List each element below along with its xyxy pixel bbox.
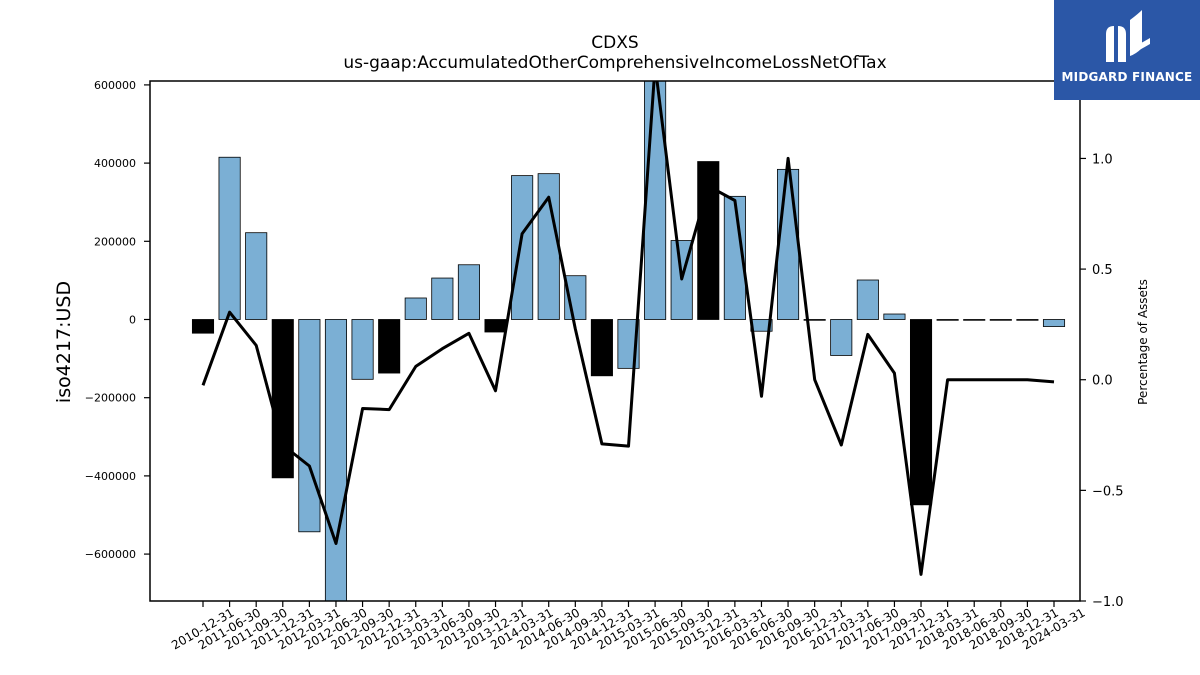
y-axis-label: iso4217:USD — [53, 281, 75, 403]
percentage-of-assets-line — [201, 81, 1055, 576]
bar-2017-12-31 — [909, 319, 933, 506]
bar-2012-12-31 — [378, 319, 401, 374]
y-tick-label: −400000 — [85, 470, 136, 483]
bar-2013-06-30 — [431, 277, 454, 320]
ratio-line-group — [201, 81, 1055, 576]
bar-2016-12-31 — [803, 319, 826, 321]
bar-2016-03-31 — [723, 195, 746, 320]
logo-text: MIDGARD FINANCE — [1061, 70, 1193, 84]
bar-2016-09-30 — [777, 168, 800, 320]
y2-tick-label: 0.5 — [1092, 263, 1113, 278]
y-tick-label: 200000 — [94, 235, 136, 248]
bar-2013-12-31 — [484, 319, 507, 333]
bar-2014-03-31 — [511, 175, 534, 320]
y-tick-label: 0 — [129, 313, 136, 326]
bar-2024-03-31 — [1042, 319, 1066, 327]
bar-2014-12-31 — [590, 319, 613, 377]
bar-2012-06-30 — [324, 319, 348, 601]
y2-tick-label: 1.0 — [1092, 152, 1113, 167]
y2-tick-label: −1.0 — [1092, 595, 1124, 610]
y2-axis-label: Percentage of Assets — [1136, 279, 1150, 405]
midgard-logo-icon — [1106, 10, 1150, 62]
bar-2017-09-30 — [883, 313, 906, 320]
bar-2017-06-30 — [856, 279, 879, 320]
bar-2012-09-30 — [351, 319, 374, 380]
bar-group — [191, 81, 1066, 601]
bar-2014-06-30 — [537, 173, 560, 320]
chart-subtitle: us-gaap:AccumulatedOtherComprehensiveInc… — [343, 53, 886, 73]
y2-tick-label: −0.5 — [1092, 484, 1124, 499]
y2-tick-label: 0.0 — [1092, 374, 1113, 389]
bar-2018-12-31 — [1016, 319, 1039, 321]
y-tick-label: −600000 — [85, 548, 136, 561]
bar-2017-03-31 — [830, 319, 853, 356]
bar-2010-12-31 — [191, 319, 215, 334]
bar-2013-03-31 — [404, 297, 427, 320]
axes-group: −600000 −400000 −200000 0 200000 400000 600000… — [85, 79, 1124, 653]
bar-2011-06-30 — [218, 156, 241, 320]
bar-2011-09-30 — [245, 232, 268, 320]
y-tick-label: 600000 — [94, 79, 136, 92]
bar-2018-09-30 — [989, 319, 1012, 321]
y-tick-label: 400000 — [94, 157, 136, 170]
chart-title: CDXS — [591, 33, 638, 53]
bar-2011-12-31 — [271, 319, 294, 479]
midgard-logo: MIDGARD FINANCE — [1054, 0, 1200, 100]
bar-2018-03-31 — [936, 319, 959, 321]
bar-2018-06-30 — [963, 319, 986, 321]
plot-frame — [149, 80, 1081, 602]
bar-2013-09-30 — [457, 264, 480, 320]
bar-2012-03-31 — [298, 319, 321, 533]
bar-2015-06-30 — [644, 81, 667, 320]
y-tick-label: −200000 — [85, 392, 136, 405]
